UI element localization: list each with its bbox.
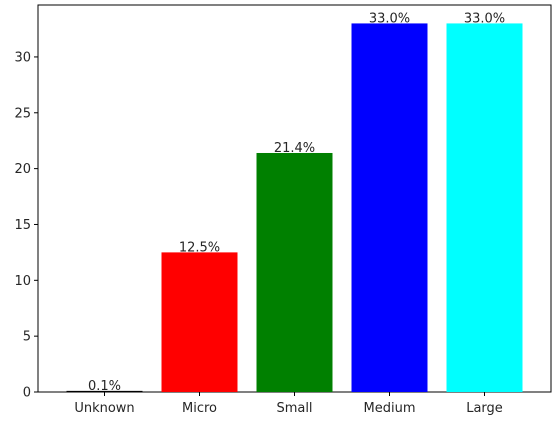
data-label-large: 33.0% <box>464 11 505 26</box>
y-axis: 0 5 10 15 20 25 30 <box>14 50 38 401</box>
bar-large <box>446 23 523 393</box>
y-tick-label: 10 <box>14 274 31 289</box>
bar-micro <box>161 252 238 392</box>
x-axis: Unknown Micro Small Medium Large <box>74 392 503 416</box>
y-tick-label: 20 <box>14 162 31 177</box>
bars-group <box>66 23 523 393</box>
bar-medium <box>351 23 428 393</box>
x-tick-label-medium: Medium <box>364 401 416 416</box>
y-tick-label: 5 <box>23 330 31 345</box>
y-tick-label: 30 <box>14 50 31 65</box>
data-label-micro: 12.5% <box>179 240 220 255</box>
y-tick-label: 15 <box>14 218 31 233</box>
x-tick-label-small: Small <box>276 401 312 416</box>
data-label-unknown: 0.1% <box>88 379 121 394</box>
y-tick-label: 25 <box>14 106 31 121</box>
data-label-medium: 33.0% <box>369 11 410 26</box>
data-labels-group: 0.1% 12.5% 21.4% 33.0% 33.0% <box>88 11 505 393</box>
x-tick-label-large: Large <box>466 401 503 416</box>
y-tick-label: 0 <box>23 386 31 401</box>
data-label-small: 21.4% <box>274 141 315 156</box>
x-tick-label-micro: Micro <box>182 401 217 416</box>
bar-unknown <box>66 390 143 393</box>
x-tick-label-unknown: Unknown <box>74 401 134 416</box>
bar-small <box>256 152 333 392</box>
